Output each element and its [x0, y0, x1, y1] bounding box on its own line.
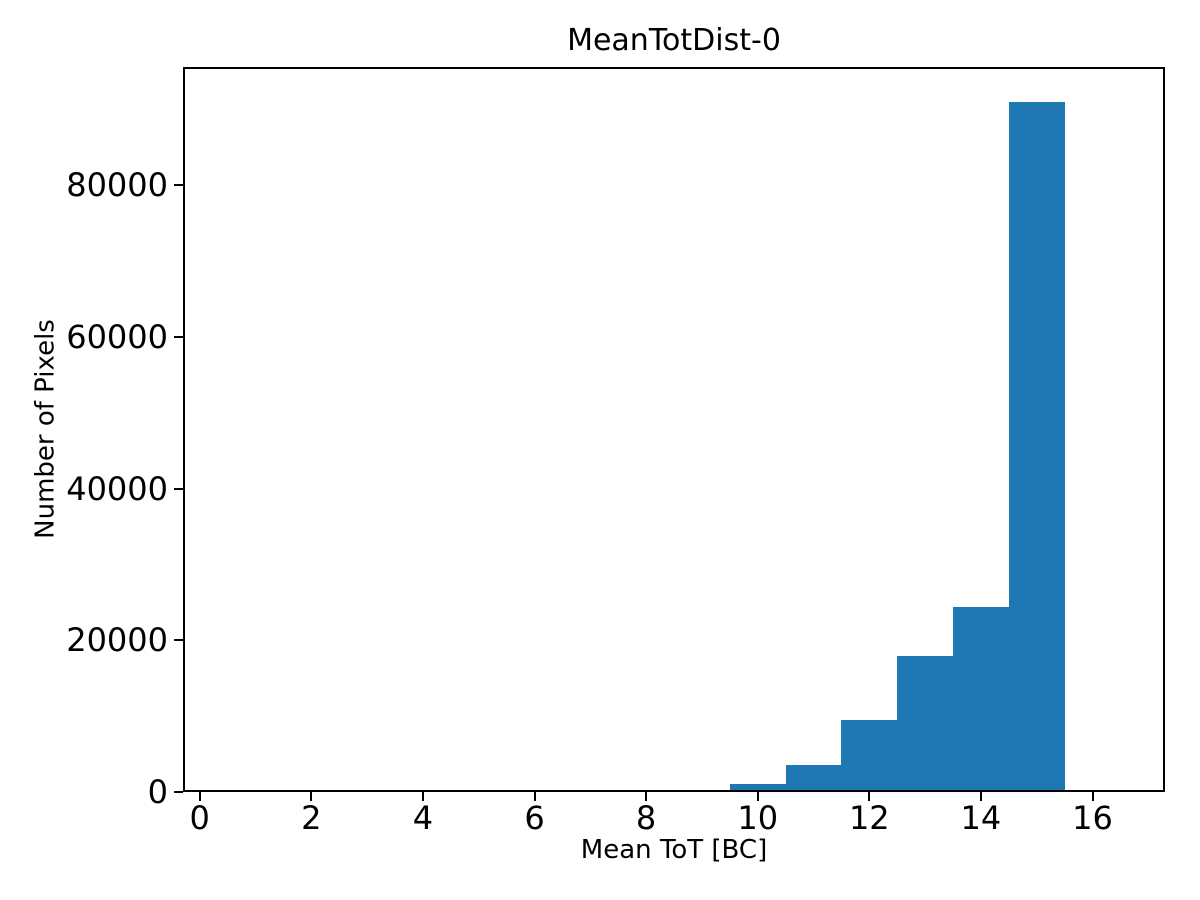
x-tick-label: 12 [848, 799, 890, 837]
x-tick-label: 8 [635, 799, 657, 837]
y-tick-mark [174, 791, 183, 793]
x-tick-label: 6 [524, 799, 545, 837]
y-tick-mark [174, 487, 183, 490]
x-tick-label: 2 [301, 799, 322, 837]
x-tick-mark [1091, 792, 1094, 801]
x-tick-label: 10 [737, 799, 779, 837]
y-tick-label: 40000 [66, 469, 168, 508]
x-tick-mark [533, 792, 536, 801]
x-tick-mark [868, 792, 871, 801]
y-tick-label: 80000 [66, 166, 168, 205]
x-tick-label: 0 [189, 799, 210, 837]
x-tick-label: 16 [1072, 799, 1113, 837]
plot-area [183, 67, 1165, 792]
y-tick-mark [174, 184, 183, 187]
y-tick-mark [174, 639, 183, 642]
y-tick-mark [174, 336, 183, 338]
x-tick-mark [421, 792, 424, 801]
x-tick-mark [645, 792, 648, 801]
x-tick-label: 14 [960, 799, 1002, 837]
histogram-bar [785, 764, 842, 792]
x-tick-mark [979, 792, 982, 801]
histogram-bar [1008, 101, 1065, 792]
x-tick-mark [756, 792, 759, 801]
x-axis-label: Mean ToT [BC] [580, 835, 768, 865]
histogram-bar [841, 720, 898, 792]
x-tick-mark [310, 792, 313, 801]
histogram-bar [897, 656, 953, 792]
y-tick-label: 0 [147, 773, 168, 811]
histogram-bar [729, 784, 786, 792]
chart-title: MeanTotDist-0 [567, 23, 781, 58]
histogram-bar [953, 607, 1009, 792]
x-tick-mark [198, 792, 201, 801]
x-tick-label: 4 [412, 799, 434, 837]
histogram-bar [674, 789, 730, 792]
y-tick-label: 60000 [66, 318, 168, 356]
y-tick-label: 20000 [66, 621, 168, 660]
